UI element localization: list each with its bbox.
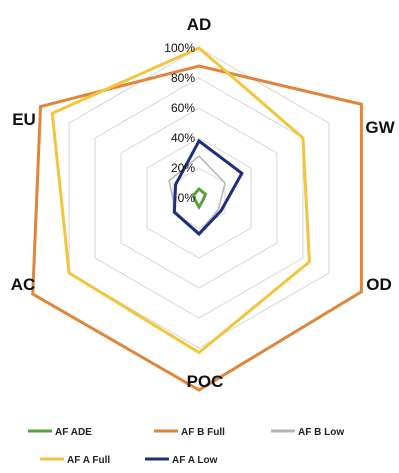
series-line-af-b-full xyxy=(31,64,363,392)
axis-label-eu: EU xyxy=(12,110,36,129)
legend-item-af-a-full: AF A Full xyxy=(40,455,110,466)
legend-item-af-ade: AF ADE xyxy=(28,427,92,438)
legend-label: AF B Low xyxy=(298,427,344,438)
radar-series xyxy=(31,46,363,392)
radar-axis-labels: AD GW OD POC AC EU xyxy=(11,15,396,391)
tick-label: 100% xyxy=(164,41,195,55)
tick-label: 60% xyxy=(171,101,195,115)
tick-label: 20% xyxy=(171,161,195,175)
series-line-af-a-full xyxy=(50,46,311,355)
legend-label: AF A Full xyxy=(67,455,110,466)
tick-label: 40% xyxy=(171,131,195,145)
legend-item-af-a-low: AF A Low xyxy=(145,455,218,466)
grid-ring xyxy=(146,137,252,259)
radar-ticks: 0% 20% 40% 60% 80% 100% xyxy=(164,41,195,205)
series-line-af-ade xyxy=(192,186,208,211)
grid-ring xyxy=(120,107,278,289)
legend-label: AF ADE xyxy=(55,427,92,438)
tick-label: 0% xyxy=(178,191,196,205)
radar-grid xyxy=(68,47,330,349)
axis-label-poc: POC xyxy=(187,372,224,391)
grid-ring xyxy=(68,47,330,349)
series-line-af-a-low xyxy=(172,138,244,237)
tick-label: 80% xyxy=(171,71,195,85)
legend-item-af-b-full: AF B Full xyxy=(154,427,225,438)
grid-ring xyxy=(94,77,304,319)
axis-label-ad: AD xyxy=(187,15,212,34)
axis-label-od: OD xyxy=(366,275,392,294)
chart-legend: AF ADE AF B Full AF B Low AF A Full AF A Low xyxy=(28,427,344,466)
legend-label: AF B Full xyxy=(181,427,225,438)
axis-label-ac: AC xyxy=(11,275,36,294)
legend-label: AF A Low xyxy=(172,455,218,466)
legend-item-af-b-low: AF B Low xyxy=(271,427,344,438)
axis-label-gw: GW xyxy=(365,118,395,137)
